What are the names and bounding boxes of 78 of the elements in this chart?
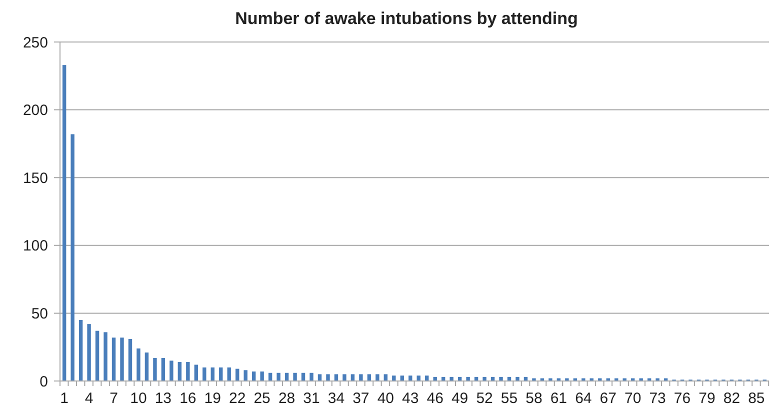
x-tick-label: 55	[500, 390, 518, 407]
bar	[104, 332, 108, 381]
bar	[466, 376, 470, 381]
x-tick-label: 7	[110, 390, 118, 407]
x-tick-label: 4	[84, 390, 94, 407]
y-tick-label: 50	[31, 305, 48, 322]
y-tick-label: 250	[22, 34, 48, 52]
x-tick-label: 82	[723, 390, 740, 407]
bar	[178, 362, 182, 381]
x-tick-label: 37	[352, 390, 370, 407]
bar	[244, 370, 248, 381]
x-tick-label: 64	[575, 390, 592, 407]
bar	[186, 362, 190, 381]
bar	[392, 376, 396, 381]
y-tick-label: 100	[22, 238, 48, 255]
x-tick-label: 13	[154, 390, 172, 407]
bar	[144, 352, 149, 381]
x-tick-label: 10	[130, 390, 147, 407]
bar	[276, 372, 280, 381]
bar	[219, 367, 223, 381]
y-tick-label: 150	[22, 170, 48, 187]
bar	[433, 376, 437, 381]
x-tick-label: 76	[674, 390, 691, 407]
x-tick-label: 28	[278, 390, 296, 407]
bar	[334, 374, 338, 381]
y-tick-label: 200	[22, 102, 48, 120]
bar	[112, 338, 116, 381]
bar	[367, 374, 372, 381]
x-tick-label: 61	[550, 390, 568, 407]
bar	[202, 367, 206, 381]
bar	[499, 376, 503, 381]
x-tick-label: 46	[426, 390, 444, 407]
bar	[170, 360, 174, 381]
bar	[359, 374, 363, 381]
bar	[482, 376, 486, 381]
x-tick-label: 52	[476, 390, 493, 407]
x-tick-label: 25	[254, 390, 270, 407]
bar	[318, 374, 322, 381]
x-tick-label: 31	[303, 390, 320, 407]
bar	[161, 358, 166, 381]
x-tick-label: 73	[649, 390, 666, 407]
x-tick-label: 85	[748, 390, 765, 407]
x-tick-label: 1	[60, 390, 68, 407]
y-tick-label: 0	[40, 373, 48, 390]
x-tick-label: 40	[377, 390, 394, 407]
bar	[120, 338, 124, 381]
x-tick-label: 43	[402, 390, 419, 407]
bar	[342, 374, 346, 381]
x-tick-label: 22	[229, 390, 246, 407]
x-tick-label: 16	[180, 390, 196, 407]
bar	[78, 320, 83, 381]
bar	[210, 367, 214, 381]
bar	[293, 372, 297, 381]
bar	[153, 358, 157, 381]
x-tick-label: 79	[698, 390, 716, 407]
bar	[70, 134, 74, 381]
bar	[326, 374, 330, 381]
bar	[128, 338, 132, 381]
chart-title: Number of awake intubations by attending	[235, 9, 578, 28]
bar	[450, 376, 454, 381]
bar	[136, 348, 140, 381]
bar	[350, 374, 355, 381]
x-tick-label: 34	[328, 390, 345, 407]
bar	[260, 372, 264, 381]
x-tick-label: 49	[451, 390, 468, 407]
x-tick-label: 58	[526, 390, 542, 407]
x-tick-label: 70	[624, 390, 642, 407]
bar	[227, 367, 231, 381]
x-tick-label: 67	[600, 390, 616, 407]
bar	[516, 376, 520, 381]
bar	[384, 374, 388, 381]
x-tick-label: 19	[204, 390, 221, 407]
bar	[194, 364, 198, 381]
bar	[62, 65, 66, 381]
bar	[95, 330, 100, 381]
bar	[87, 324, 91, 381]
bar	[376, 374, 380, 381]
bar	[310, 372, 314, 381]
